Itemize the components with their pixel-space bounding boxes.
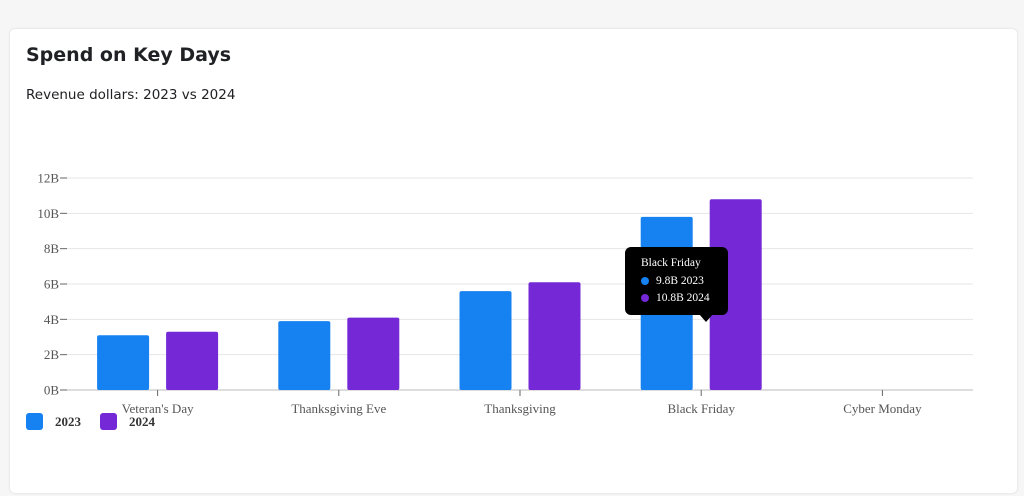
bar-2023 [459,291,512,390]
tooltip-row-2023: 9.8B 2023 [641,275,704,287]
legend-item-2024[interactable]: 2024 [100,413,155,430]
bar-2024 [528,282,581,390]
legend-label-2024: 2024 [129,413,155,429]
legend-swatch-2023 [26,413,43,430]
bar-2023 [97,335,150,390]
chart-title: Spend on Key Days [26,44,232,66]
bar-2024 [166,331,219,390]
y-tick-label: 4B [44,312,60,327]
bar-2024 [709,199,762,390]
x-tick-label: Black Friday [667,401,735,416]
tooltip-value-2023: 9.8B 2023 [656,275,704,287]
tooltip-dot-2023 [641,277,649,285]
y-tick-label: 6B [44,277,60,292]
x-tick-label: Veteran's Day [122,401,195,416]
y-tick-label: 8B [44,241,60,256]
y-tick-label: 2B [44,347,60,362]
bar-2023 [278,321,331,390]
tooltip-value-2024: 10.8B 2024 [656,292,710,304]
chart-legend: 2023 2024 [26,413,174,430]
chart-card [9,28,1018,494]
x-tick-label: Thanksgiving [484,401,556,416]
legend-swatch-2024 [100,413,117,430]
legend-label-2023: 2023 [55,413,81,429]
chart-tooltip: Black Friday 9.8B 2023 10.8B 2024 [625,247,728,322]
x-tick-label: Cyber Monday [843,401,922,416]
chart-subtitle: Revenue dollars: 2023 vs 2024 [26,87,236,103]
tooltip-title: Black Friday [641,257,701,269]
tooltip-dot-2024 [641,294,649,302]
tooltip-row-2024: 10.8B 2024 [641,292,710,304]
y-tick-label: 10B [37,206,59,221]
legend-item-2023[interactable]: 2023 [26,413,81,430]
x-tick-label: Thanksgiving Eve [291,401,386,416]
y-tick-label: 0B [44,383,60,398]
bar-2024 [347,317,400,390]
y-tick-label: 12B [37,171,59,186]
